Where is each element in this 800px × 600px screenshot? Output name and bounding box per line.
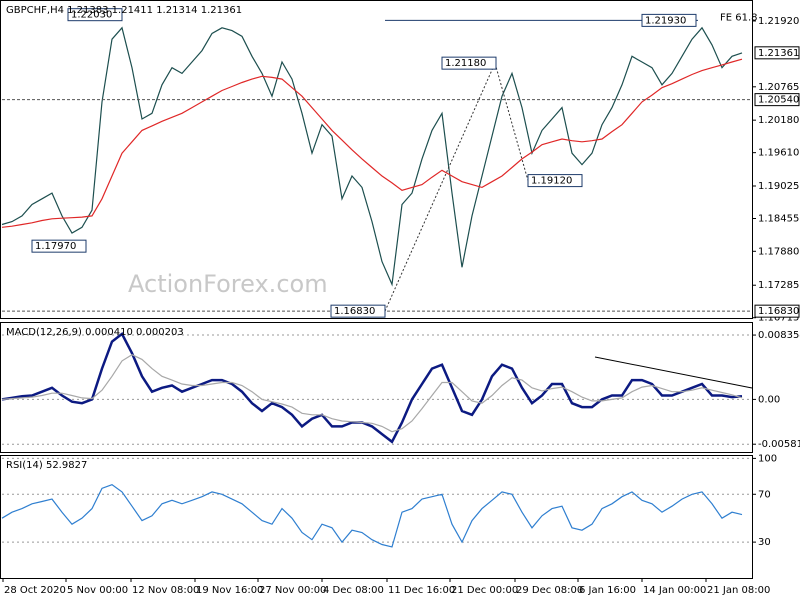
y-tick-label: 1.20765 [758,82,799,93]
x-tick-label: 27 Nov 00:00 [259,585,326,596]
level-box [31,239,87,253]
macd-frame [0,322,753,453]
panel-title: RSI(14) 52.9827 [6,460,87,471]
level-label: 1.21930 [645,15,686,26]
level-label: 1.17970 [35,241,76,252]
macd-trendline [594,356,753,389]
x-tick-label: 28 Oct 2020 [4,585,66,596]
price-frame [0,0,753,319]
x-tick-label: 12 Nov 08:00 [132,585,199,596]
axis-level-label: 1.20540 [758,95,799,106]
y-tick-label: 100 [758,453,777,464]
series-line [1,331,743,444]
fe-label: FE 61.8 [720,12,758,23]
series-line [1,354,743,433]
x-tick-label: 19 Nov 16:00 [196,585,263,596]
level-label: 1.22030 [71,10,112,21]
x-tick-label: 14 Jan 00:00 [643,585,706,596]
x-tick-label: 21 Jan 08:00 [707,585,770,596]
level-box [330,304,386,318]
y-tick-label: 1.17880 [758,246,799,257]
y-tick-label: 1.19610 [758,148,799,159]
y-tick-label: 1.18455 [758,214,799,225]
y-tick-label: 70 [758,489,771,500]
x-tick-label: 4 Dec 08:00 [323,585,384,596]
axis-level-label: 1.16830 [758,306,799,317]
series-line [1,26,743,287]
level-box [527,174,583,188]
x-tick-label: 11 Dec 16:00 [388,585,455,596]
level-label: 1.19120 [531,176,572,187]
y-tick-label: 1.17285 [758,280,799,291]
panel-title: MACD(12,26,9) 0.000410 0.000203 [6,327,184,338]
y-tick-label: 1.21920 [758,16,799,27]
series-line [1,484,743,548]
series-line [1,58,743,228]
y-tick-label: 0.008354 [758,330,800,341]
y-tick-label: 30 [758,537,771,548]
panel-title: GBPCHF,H4 1.21383 1.21411 1.21314 1.2136… [6,5,242,16]
y-tick-label: 1.20180 [758,115,799,126]
x-tick-label: 5 Nov 00:00 [67,585,128,596]
price-box [754,46,800,60]
watermark: ActionForex.com [128,270,328,298]
x-tick-label: 6 Jan 16:00 [579,585,636,596]
x-tick-label: 29 Dec 08:00 [516,585,583,596]
level-box [441,56,497,70]
y-tick-label: 1.16715 [758,313,799,324]
x-tick-label: 21 Dec 00:00 [451,585,518,596]
level-box [641,13,697,27]
y-tick-label: 0.00 [758,394,780,405]
projection-line [384,61,529,312]
axis-level-box [754,93,800,107]
level-label: 1.21180 [445,58,486,69]
level-box [67,8,123,22]
level-label: 1.16830 [334,306,375,317]
current-price: 1.21361 [758,48,799,59]
y-tick-label: 1.19025 [758,181,799,192]
y-tick-label: -0.005818 [758,439,800,450]
axis-level-box [754,304,800,318]
rsi-frame [0,455,753,579]
